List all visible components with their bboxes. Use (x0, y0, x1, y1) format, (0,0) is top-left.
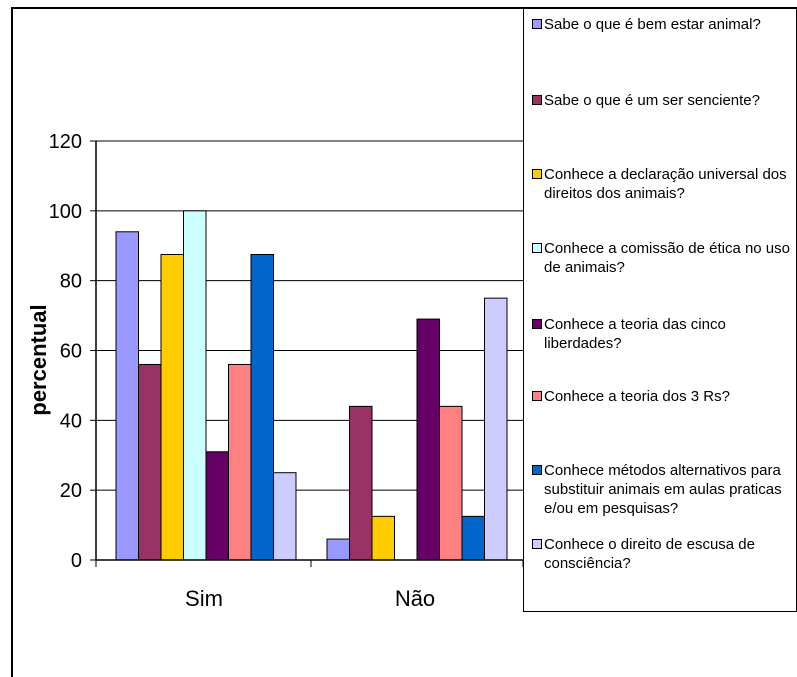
legend-label: Conhece o direito de escusa de consciênc… (544, 536, 755, 572)
y-tick-label: 120 (49, 131, 82, 153)
legend-item: Conhece a comissão de ética no uso de an… (532, 239, 794, 277)
legend-swatch (532, 243, 542, 253)
legend-item: Sabe o que é um ser senciente? (532, 91, 794, 110)
legend-label: Sabe o que é um ser senciente? (544, 92, 760, 109)
bar-sim-series-7 (250, 253, 274, 561)
y-tick-label: 100 (49, 201, 82, 223)
bar-sim-series-1 (115, 231, 139, 561)
legend-item: Conhece a teoria das cinco liberdades? (532, 315, 794, 353)
bar-sim-series-3 (160, 253, 184, 561)
y-tick-label: 20 (60, 480, 82, 502)
legend-swatch (532, 19, 542, 29)
x-category-label: Não (395, 586, 435, 611)
x-category-label: Sim (185, 586, 223, 611)
bar-sim-series-8 (273, 472, 297, 561)
legend-item: Conhece o direito de escusa de consciênc… (532, 535, 794, 573)
legend-swatch (532, 391, 542, 401)
axis-labels: 0 20 40 60 80 100 120 Sim Não (49, 131, 436, 611)
bars (115, 210, 508, 561)
bar-não-series-3 (371, 515, 395, 561)
bar-sim-series-2 (138, 363, 162, 561)
legend-label: Conhece a teoria dos 3 Rs? (544, 388, 730, 405)
legend-label: Conhece métodos alternativos para substi… (544, 462, 782, 517)
legend-item: Conhece métodos alternativos para substi… (532, 461, 794, 518)
legend-item: Conhece a teoria dos 3 Rs? (532, 387, 794, 406)
bar-sim-series-5 (205, 451, 229, 561)
legend-item: Conhece a declaração universal dos direi… (532, 165, 794, 203)
legend-label: Conhece a teoria das cinco liberdades? (544, 316, 726, 352)
legend-swatch (532, 169, 542, 179)
legend-swatch (532, 319, 542, 329)
bar-não-series-6 (439, 405, 463, 561)
y-tick-label: 0 (71, 550, 82, 572)
bar-não-series-2 (349, 405, 373, 561)
legend-swatch (532, 95, 542, 105)
bar-não-series-1 (326, 538, 350, 561)
legend: Sabe o que é bem estar animal? Sabe o que… (523, 8, 797, 612)
legend-label: Conhece a comissão de ética no uso de an… (544, 240, 790, 276)
chart-border (11, 7, 797, 677)
bar-não-series-7 (461, 515, 485, 561)
y-tick-label: 60 (60, 341, 82, 363)
y-tick-label: 40 (60, 410, 82, 432)
bar-não-series-5 (416, 318, 440, 561)
legend-swatch (532, 465, 542, 475)
y-axis-title: percentual (26, 304, 51, 415)
bar-sim-series-4 (183, 210, 207, 561)
y-tick-label: 80 (60, 271, 82, 293)
bar-não-series-8 (484, 297, 508, 561)
legend-item: Sabe o que é bem estar animal? (532, 15, 794, 34)
legend-label: Sabe o que é bem estar animal? (544, 16, 761, 33)
legend-swatch (532, 539, 542, 549)
legend-label: Conhece a declaração universal dos direi… (544, 166, 787, 202)
bar-sim-series-6 (228, 363, 252, 561)
